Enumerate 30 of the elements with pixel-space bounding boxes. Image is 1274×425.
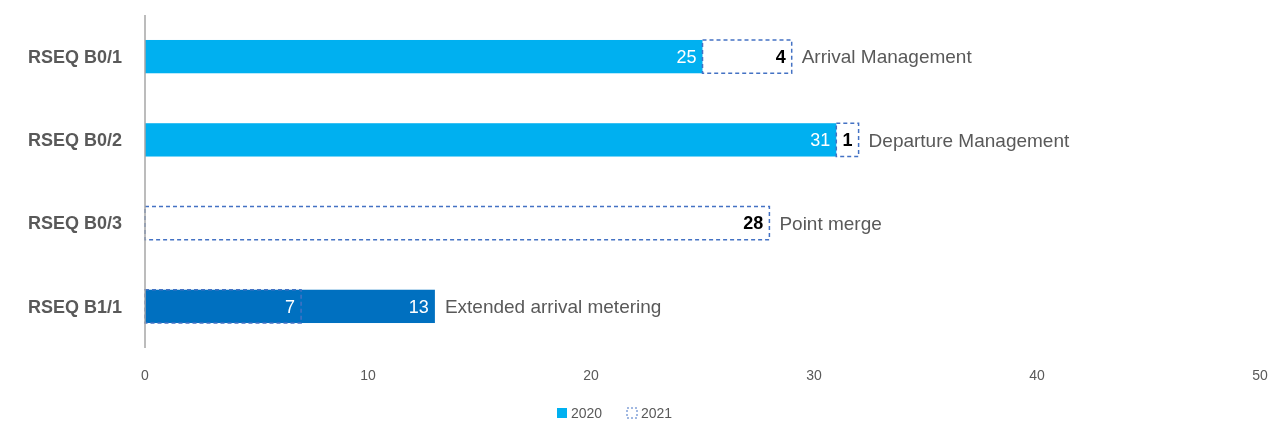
data-label: 25 xyxy=(676,46,697,67)
bar xyxy=(701,39,793,75)
y-tick-label: RSEQ B0/2 xyxy=(27,130,122,151)
y-tick-label: RSEQ B0/1 xyxy=(27,46,122,67)
data-label: 28 xyxy=(743,213,764,234)
data-label: 31 xyxy=(810,130,831,151)
bar xyxy=(835,122,860,158)
bar xyxy=(144,205,771,241)
legend-label: 2021 xyxy=(641,404,673,421)
bar xyxy=(145,39,703,74)
y-tick-label: RSEQ B0/3 xyxy=(27,213,122,234)
bar xyxy=(145,123,837,157)
bar xyxy=(145,289,435,324)
data-label: 1 xyxy=(842,130,853,151)
x-tick-label: 0 xyxy=(141,367,150,383)
data-label: 7 xyxy=(285,296,296,317)
legend-label: 2020 xyxy=(571,404,603,421)
x-tick-label: 40 xyxy=(1029,367,1045,383)
x-tick-label: 20 xyxy=(583,367,599,383)
annotation: Arrival Management xyxy=(801,46,973,68)
annotation: Extended arrival metering xyxy=(444,296,662,318)
annotation: Departure Management xyxy=(868,129,1070,151)
x-tick-label: 10 xyxy=(360,367,376,383)
bar xyxy=(144,288,302,324)
x-tick-label: 50 xyxy=(1252,367,1268,383)
data-label: 13 xyxy=(408,296,429,317)
y-tick-label: RSEQ B1/1 xyxy=(27,296,122,317)
annotation: Point merge xyxy=(779,212,882,234)
x-tick-label: 30 xyxy=(806,367,822,383)
data-label: 4 xyxy=(775,46,786,67)
